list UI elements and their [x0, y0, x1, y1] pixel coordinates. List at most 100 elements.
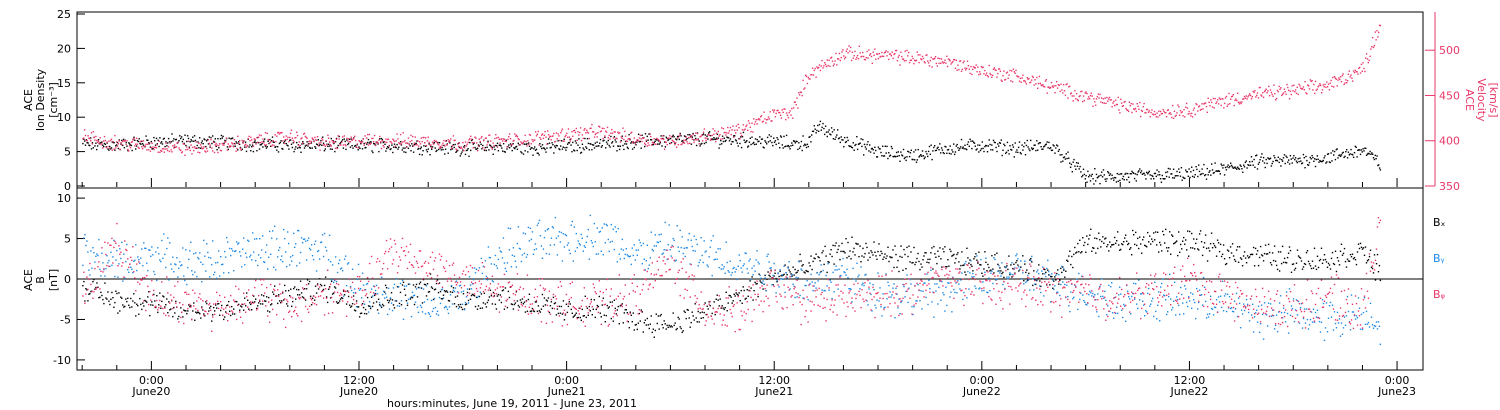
- data-point: [1206, 260, 1209, 262]
- data-point: [977, 144, 979, 146]
- data-point: [402, 147, 404, 149]
- data-point: [886, 145, 888, 148]
- data-point: [905, 268, 907, 270]
- data-point: [422, 150, 424, 152]
- data-point: [1142, 106, 1144, 108]
- data-point: [667, 139, 669, 142]
- data-point: [506, 262, 509, 264]
- data-point: [438, 282, 441, 284]
- data-point: [872, 51, 874, 53]
- data-point: [651, 331, 653, 334]
- data-point: [840, 56, 842, 59]
- data-point: [478, 295, 481, 298]
- data-point: [1353, 152, 1356, 154]
- data-point: [1168, 176, 1170, 178]
- data-point: [579, 316, 581, 319]
- data-point: [382, 305, 385, 307]
- data-point: [1127, 110, 1130, 113]
- data-point: [335, 138, 338, 140]
- data-point: [468, 139, 470, 141]
- data-point: [968, 145, 970, 147]
- data-point: [673, 141, 675, 143]
- data-point: [985, 261, 987, 263]
- data-point: [611, 301, 613, 303]
- data-point: [566, 311, 569, 314]
- data-point: [1185, 106, 1187, 108]
- data-point: [288, 289, 290, 292]
- data-point: [187, 266, 189, 269]
- data-point: [568, 136, 571, 138]
- data-point: [276, 295, 278, 297]
- data-point: [168, 279, 170, 281]
- data-point: [754, 281, 756, 284]
- data-point: [595, 145, 597, 147]
- data-point: [566, 136, 569, 138]
- data-point: [831, 131, 834, 133]
- data-point: [560, 132, 562, 134]
- data-point: [1281, 93, 1284, 95]
- data-point: [329, 261, 332, 263]
- data-point: [445, 306, 448, 308]
- data-point: [1099, 182, 1101, 185]
- data-point: [1130, 247, 1132, 249]
- data-point: [998, 68, 1000, 70]
- data-point: [496, 145, 498, 147]
- data-point: [921, 59, 923, 61]
- data-point: [609, 138, 611, 140]
- data-point: [766, 119, 768, 121]
- data-point: [831, 60, 834, 62]
- data-point: [389, 297, 392, 299]
- data-point: [1326, 86, 1329, 88]
- data-point: [411, 296, 414, 299]
- data-point: [280, 132, 282, 134]
- data-point: [699, 136, 701, 138]
- data-point: [855, 143, 857, 146]
- data-point: [849, 250, 851, 252]
- data-point: [1216, 101, 1218, 103]
- data-point: [647, 324, 649, 326]
- data-point: [1367, 259, 1370, 261]
- data-point: [228, 272, 230, 274]
- data-point: [1152, 240, 1154, 243]
- data-point: [1020, 81, 1022, 83]
- data-point: [1171, 234, 1173, 236]
- data-point: [516, 136, 519, 138]
- data-point: [627, 321, 629, 323]
- top-ytick-label: 25: [57, 8, 71, 21]
- data-point: [206, 138, 209, 141]
- data-point: [1192, 109, 1195, 111]
- data-point: [670, 142, 673, 144]
- data-point: [279, 246, 281, 249]
- data-point: [1328, 264, 1331, 266]
- data-point: [318, 258, 321, 260]
- data-point: [96, 139, 98, 142]
- data-point: [105, 297, 107, 299]
- data-point: [549, 147, 551, 149]
- data-point: [1302, 266, 1305, 268]
- data-point: [126, 145, 128, 147]
- data-point: [134, 145, 136, 147]
- data-point: [1012, 267, 1014, 270]
- data-point: [587, 132, 590, 134]
- data-point: [87, 142, 89, 144]
- data-point: [825, 65, 828, 68]
- data-point: [293, 150, 295, 153]
- data-point: [136, 269, 138, 272]
- data-point: [709, 139, 712, 141]
- data-point: [925, 252, 927, 254]
- data-point: [334, 150, 336, 153]
- data-point: [328, 143, 330, 145]
- data-point: [477, 144, 480, 146]
- data-point: [1101, 176, 1104, 178]
- data-point: [813, 257, 815, 259]
- data-point: [580, 151, 583, 154]
- data-point: [289, 264, 291, 266]
- data-point: [940, 258, 942, 260]
- data-point: [1077, 162, 1079, 164]
- data-point: [874, 251, 876, 253]
- data-point: [254, 138, 256, 140]
- data-point: [452, 289, 455, 291]
- data-point: [873, 241, 875, 243]
- data-point: [102, 144, 104, 146]
- data-point: [844, 141, 847, 144]
